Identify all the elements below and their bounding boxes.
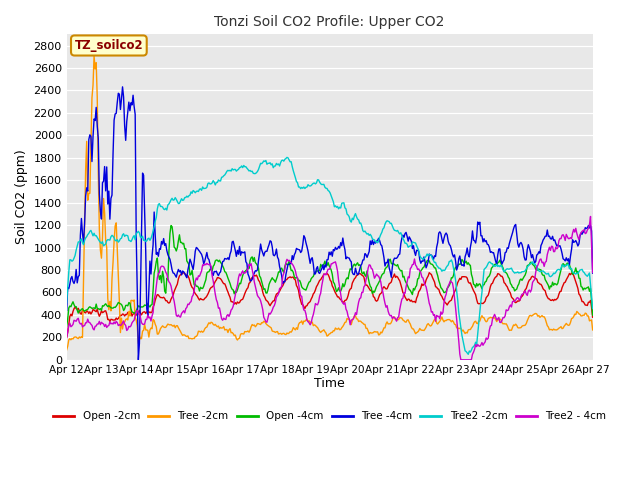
Y-axis label: Soil CO2 (ppm): Soil CO2 (ppm) <box>15 150 28 244</box>
Title: Tonzi Soil CO2 Profile: Upper CO2: Tonzi Soil CO2 Profile: Upper CO2 <box>214 15 445 29</box>
Legend: Open -2cm, Tree -2cm, Open -4cm, Tree -4cm, Tree2 -2cm, Tree2 - 4cm: Open -2cm, Tree -2cm, Open -4cm, Tree -4… <box>49 408 610 426</box>
X-axis label: Time: Time <box>314 377 345 390</box>
Text: TZ_soilco2: TZ_soilco2 <box>74 39 143 52</box>
